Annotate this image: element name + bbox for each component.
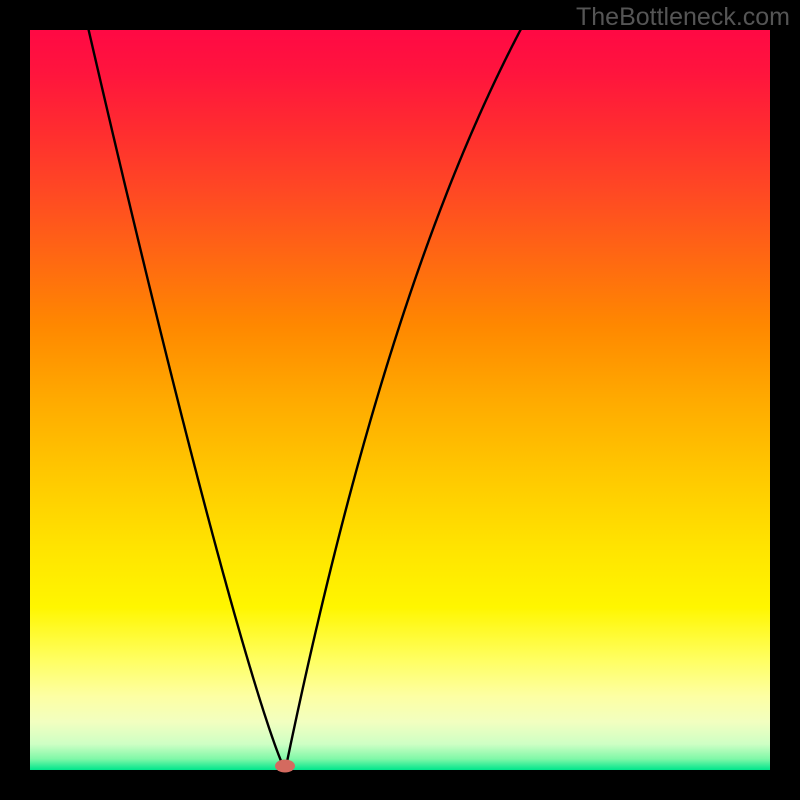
optimum-marker (275, 760, 295, 773)
curve-path (30, 30, 770, 769)
bottleneck-curve (30, 30, 770, 770)
chart-frame: TheBottleneck.com (0, 0, 800, 800)
watermark-text: TheBottleneck.com (576, 3, 790, 32)
